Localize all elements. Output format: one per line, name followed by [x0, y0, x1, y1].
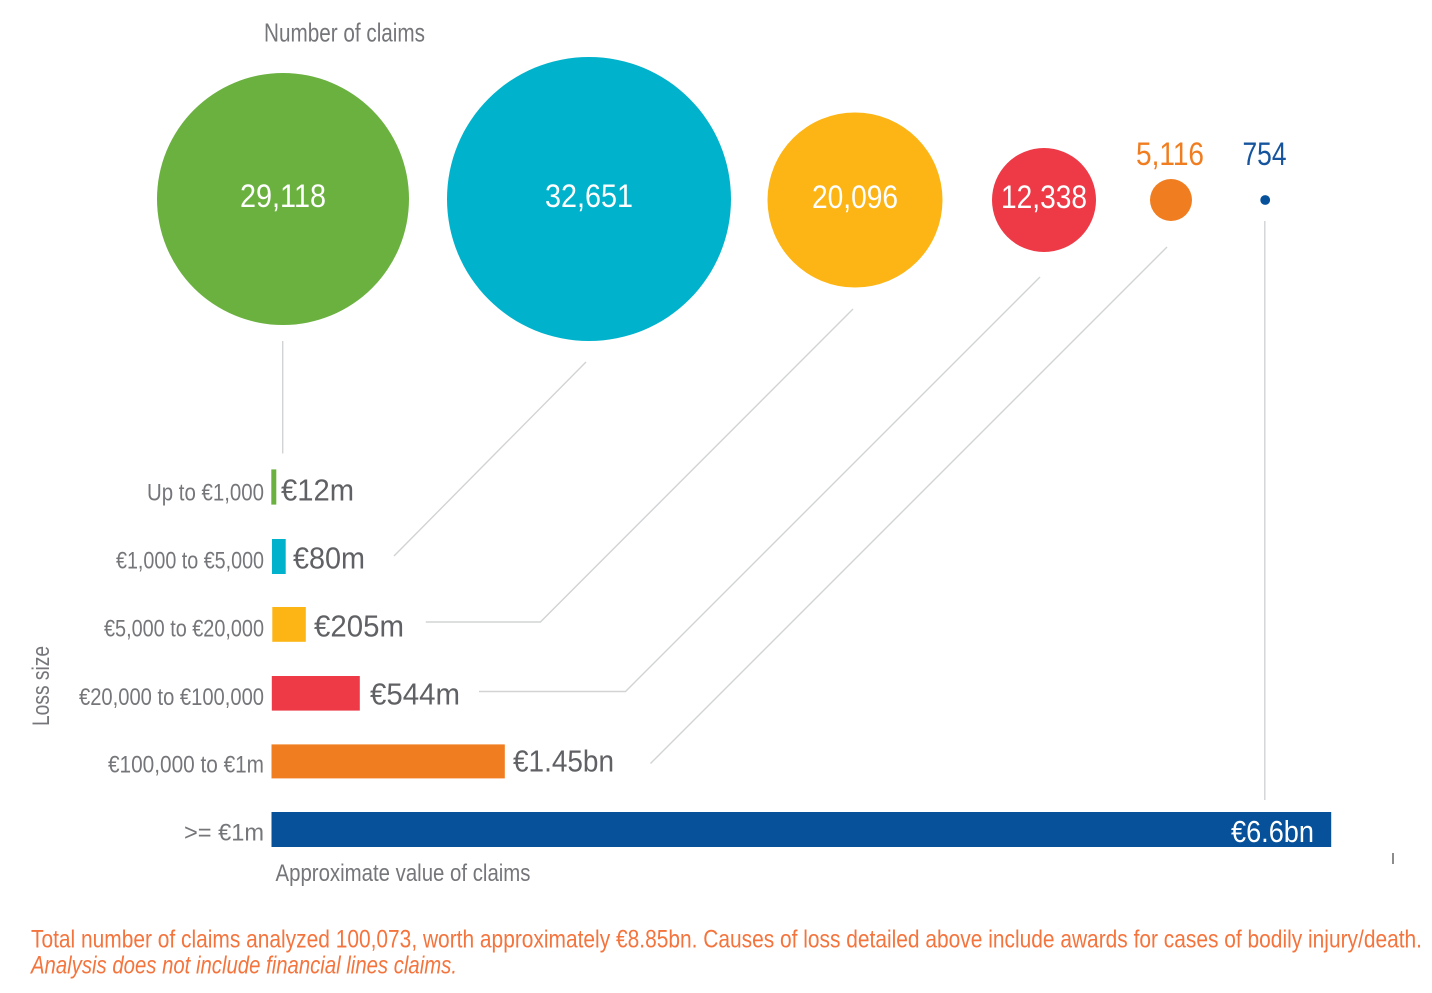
- svg-text:Analysis does not include fina: Analysis does not include financial line…: [29, 952, 457, 980]
- svg-text:Total number of claims analyze: Total number of claims analyzed 100,073,…: [31, 926, 1422, 954]
- svg-text:€100,000 to €1m: €100,000 to €1m: [108, 752, 264, 779]
- svg-text:20,096: 20,096: [812, 179, 898, 215]
- svg-text:Number of claims: Number of claims: [264, 17, 425, 47]
- svg-text:754: 754: [1243, 136, 1287, 172]
- svg-text:€1,000 to €5,000: €1,000 to €5,000: [116, 548, 264, 575]
- svg-text:€12m: €12m: [281, 473, 354, 508]
- svg-text:€6.6bn: €6.6bn: [1231, 814, 1314, 849]
- svg-text:12,338: 12,338: [1001, 179, 1087, 215]
- svg-text:32,651: 32,651: [545, 178, 633, 214]
- svg-text:€20,000 to €100,000: €20,000 to €100,000: [79, 684, 264, 711]
- svg-text:Approximate value of claims: Approximate value of claims: [276, 860, 531, 887]
- svg-text:€1.45bn: €1.45bn: [513, 744, 614, 779]
- svg-text:>= €1m: >= €1m: [184, 820, 264, 847]
- svg-text:Up to €1,000: Up to €1,000: [147, 479, 264, 506]
- svg-text:€544m: €544m: [370, 677, 460, 712]
- svg-text:Loss size: Loss size: [28, 646, 55, 726]
- svg-text:29,118: 29,118: [240, 178, 326, 214]
- svg-text:€205m: €205m: [314, 609, 404, 644]
- svg-text:€5,000 to €20,000: €5,000 to €20,000: [104, 616, 264, 643]
- svg-text:5,116: 5,116: [1136, 136, 1204, 172]
- svg-text:€80m: €80m: [293, 541, 365, 576]
